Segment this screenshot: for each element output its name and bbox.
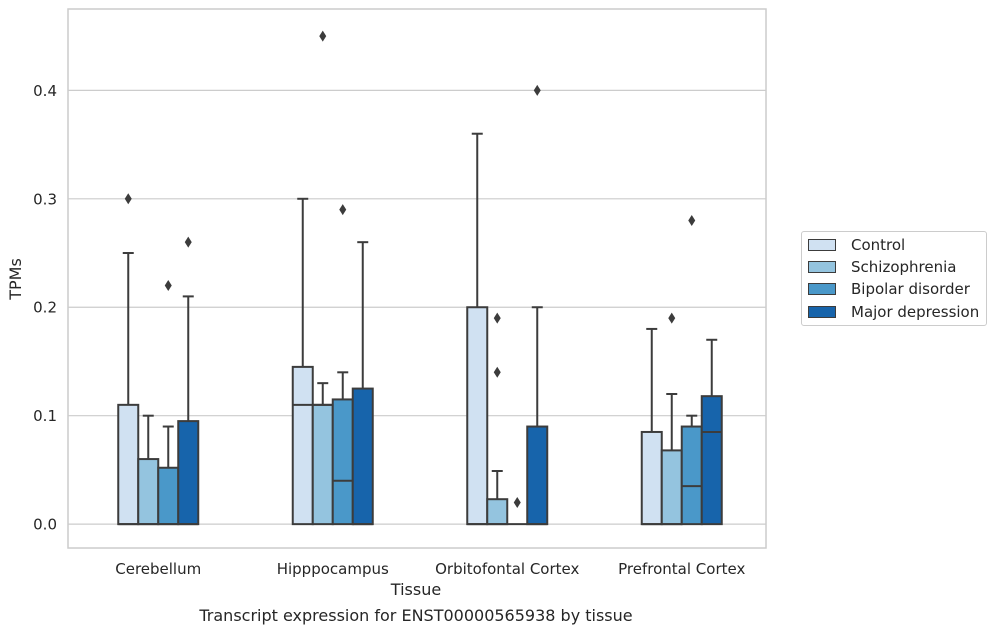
- outlier-point: [668, 312, 676, 324]
- legend-item-schizophrenia: Schizophrenia: [808, 257, 956, 277]
- box: [311, 382, 334, 526]
- legend-swatch-schizophrenia: [808, 261, 836, 273]
- legend-item-bipolar-disorder: Bipolar disorder: [808, 279, 970, 299]
- box: [291, 197, 314, 526]
- y-axis-label: TPMs: [6, 258, 25, 301]
- box-body: [700, 395, 723, 526]
- box: [660, 393, 683, 526]
- outlier-point: [164, 280, 172, 292]
- legend-label: Bipolar disorder: [851, 280, 970, 298]
- box-body: [291, 365, 314, 526]
- y-tick-label: 0.4: [33, 82, 57, 100]
- y-tick-label: 0.0: [33, 516, 57, 534]
- x-tick-label: Prefrontal Cortex: [618, 560, 745, 578]
- legend-label: Major depression: [851, 303, 980, 321]
- box-body: [680, 425, 703, 526]
- plot-area: [67, 8, 767, 549]
- outlier-point: [513, 496, 521, 508]
- outlier-points: [124, 30, 696, 508]
- x-axis-label: Tissue: [390, 580, 441, 599]
- box: [157, 425, 180, 526]
- legend-swatch-major-depression: [808, 306, 836, 318]
- box-body: [311, 403, 334, 526]
- box: [331, 371, 354, 526]
- y-tick-label: 0.3: [33, 190, 57, 208]
- outlier-point: [319, 30, 327, 42]
- box-body: [351, 387, 374, 526]
- box-body: [137, 458, 160, 526]
- legend-item-major-depression: Major depression: [808, 302, 979, 322]
- box-body: [331, 398, 354, 526]
- box-body: [660, 449, 683, 526]
- legend-label: Control: [851, 236, 906, 254]
- box-body: [486, 498, 509, 526]
- x-tick-labels: Cerebellum Hipppocampus Orbitofontal Corte…: [115, 560, 745, 578]
- legend-item-control: Control: [808, 235, 905, 255]
- box: [177, 295, 200, 526]
- box: [117, 252, 140, 526]
- box-body: [526, 425, 549, 526]
- outlier-point: [124, 193, 132, 205]
- legend: Control Schizophrenia Bipolar disorder M…: [801, 231, 987, 326]
- box-body: [157, 466, 180, 526]
- box: [700, 338, 723, 526]
- box: [486, 470, 509, 526]
- box-plots: [117, 132, 723, 526]
- box: [351, 241, 374, 526]
- box-body: [117, 403, 140, 526]
- figure-caption: Transcript expression for ENST0000056593…: [199, 606, 633, 625]
- box: [137, 414, 160, 526]
- box-body: [640, 430, 663, 526]
- outlier-point: [339, 204, 347, 216]
- y-tick-label: 0.1: [33, 407, 57, 425]
- box-body: [177, 420, 200, 526]
- outlier-point: [184, 236, 192, 248]
- outlier-point: [493, 366, 501, 378]
- legend-swatch-control: [808, 239, 836, 251]
- box: [680, 414, 703, 526]
- y-tick-label: 0.2: [33, 299, 57, 317]
- outlier-point: [688, 214, 696, 226]
- legend-label: Schizophrenia: [851, 258, 957, 276]
- x-tick-label: Hipppocampus: [277, 560, 389, 578]
- box: [466, 132, 489, 526]
- outlier-point: [493, 312, 501, 324]
- y-tick-labels: 0.0 0.1 0.2 0.3 0.4: [33, 82, 57, 534]
- outlier-point: [533, 84, 541, 96]
- box: [526, 306, 549, 526]
- x-tick-label: Cerebellum: [115, 560, 201, 578]
- x-tick-label: Orbitofontal Cortex: [435, 560, 579, 578]
- box: [640, 327, 663, 526]
- legend-swatch-bipolar-disorder: [808, 283, 836, 295]
- box-body: [466, 306, 489, 526]
